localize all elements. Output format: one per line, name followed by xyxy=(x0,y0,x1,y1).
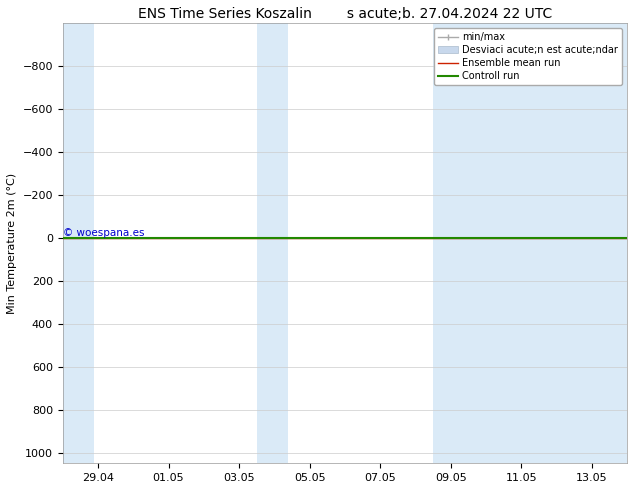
Bar xyxy=(433,24,627,464)
Title: ENS Time Series Koszalin        s acute;b. 27.04.2024 22 UTC: ENS Time Series Koszalin s acute;b. 27.0… xyxy=(138,7,552,21)
Bar xyxy=(63,24,94,464)
Text: © woespana.es: © woespana.es xyxy=(63,228,145,238)
Legend: min/max, Desviaci acute;n est acute;ndar, Ensemble mean run, Controll run: min/max, Desviaci acute;n est acute;ndar… xyxy=(434,28,622,85)
Y-axis label: Min Temperature 2m (°C): Min Temperature 2m (°C) xyxy=(7,173,17,314)
Bar xyxy=(257,24,288,464)
